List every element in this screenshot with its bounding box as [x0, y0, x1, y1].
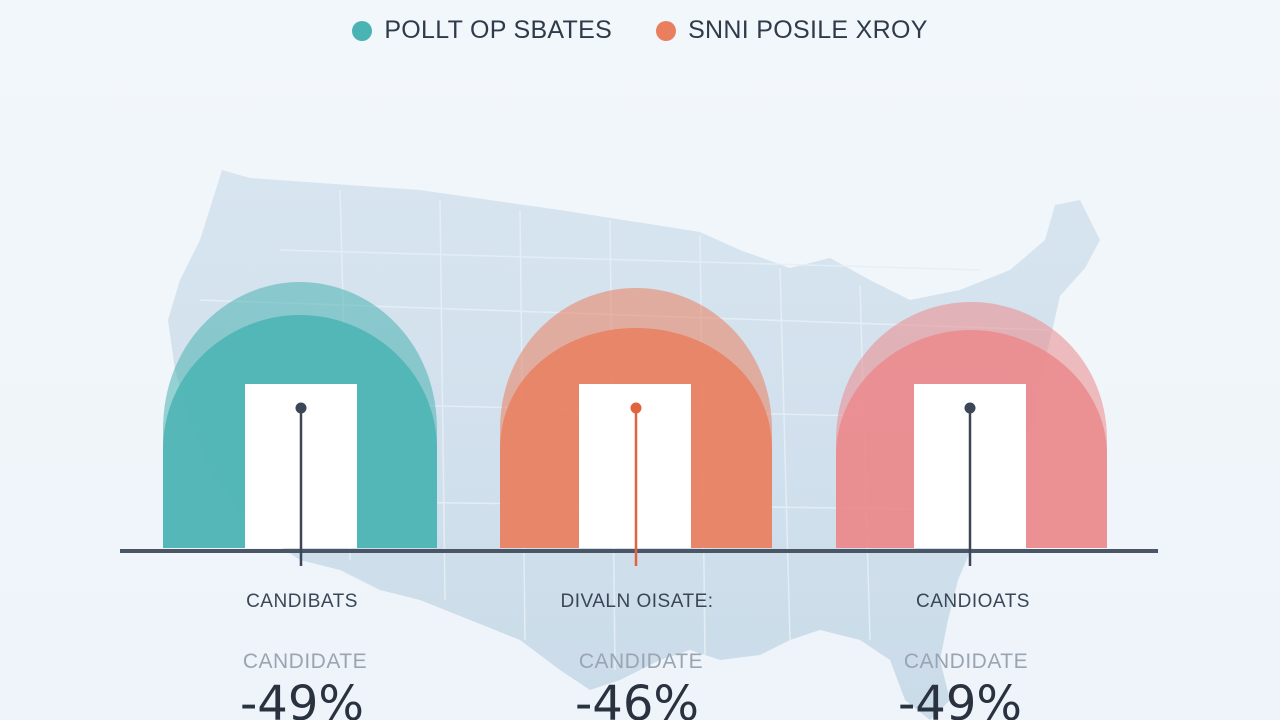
bar-group-2 — [500, 288, 772, 566]
legend-item-1: POLLT OP SBATES — [352, 16, 612, 45]
category-label-2: DIVALN OISATE: — [560, 591, 713, 612]
bar-marker-dot-3 — [964, 402, 976, 414]
legend-label-1: POLLT OP SBATES — [384, 16, 613, 44]
bar-group-3 — [836, 302, 1107, 566]
sub-label-2: CANDIDATE — [579, 650, 703, 673]
sub-label-1: CANDIDATE — [243, 650, 367, 673]
legend-item-2: SNNI POSILE XROY — [656, 16, 928, 45]
bar-marker-dot-1 — [295, 402, 307, 414]
category-label-3: CANDIOATS — [916, 591, 1030, 612]
value-label-1: -49% — [240, 676, 364, 720]
value-label-3: -49% — [898, 676, 1022, 720]
value-label-2: -46% — [575, 676, 699, 720]
sub-label-3: CANDIDATE — [904, 650, 1028, 673]
category-label-1: CANDIBATS — [246, 591, 358, 612]
bar-marker-dot-2 — [630, 402, 642, 414]
legend-label-2: SNNI POSILE XROY — [688, 16, 928, 44]
legend-swatch-2 — [656, 20, 677, 41]
legend: POLLT OP SBATES SNNI POSILE XROY — [0, 16, 1280, 45]
bar-group-1 — [163, 282, 437, 566]
legend-swatch-1 — [352, 20, 373, 41]
